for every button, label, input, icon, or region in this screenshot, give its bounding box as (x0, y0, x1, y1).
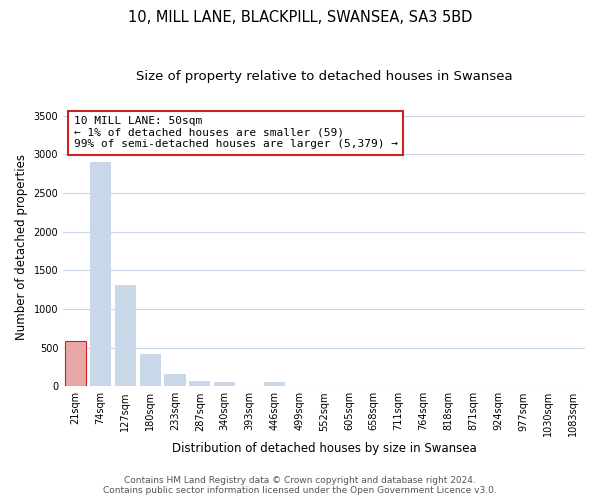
Bar (140, 354, 161, 386)
Bar (264, 382, 285, 386)
Bar (164, 374, 185, 386)
Text: 10 MILL LANE: 50sqm
← 1% of detached houses are smaller (59)
99% of semi-detache: 10 MILL LANE: 50sqm ← 1% of detached hou… (74, 116, 398, 150)
Text: Contains HM Land Registry data © Crown copyright and database right 2024.
Contai: Contains HM Land Registry data © Crown c… (103, 476, 497, 495)
Bar (214, 382, 235, 386)
Y-axis label: Number of detached properties: Number of detached properties (15, 154, 28, 340)
Bar (90, 162, 111, 386)
Bar (189, 381, 211, 386)
X-axis label: Distribution of detached houses by size in Swansea: Distribution of detached houses by size … (172, 442, 476, 455)
Bar (65, 342, 86, 386)
Title: Size of property relative to detached houses in Swansea: Size of property relative to detached ho… (136, 70, 512, 83)
Text: 10, MILL LANE, BLACKPILL, SWANSEA, SA3 5BD: 10, MILL LANE, BLACKPILL, SWANSEA, SA3 5… (128, 10, 472, 25)
Bar (115, 285, 136, 386)
